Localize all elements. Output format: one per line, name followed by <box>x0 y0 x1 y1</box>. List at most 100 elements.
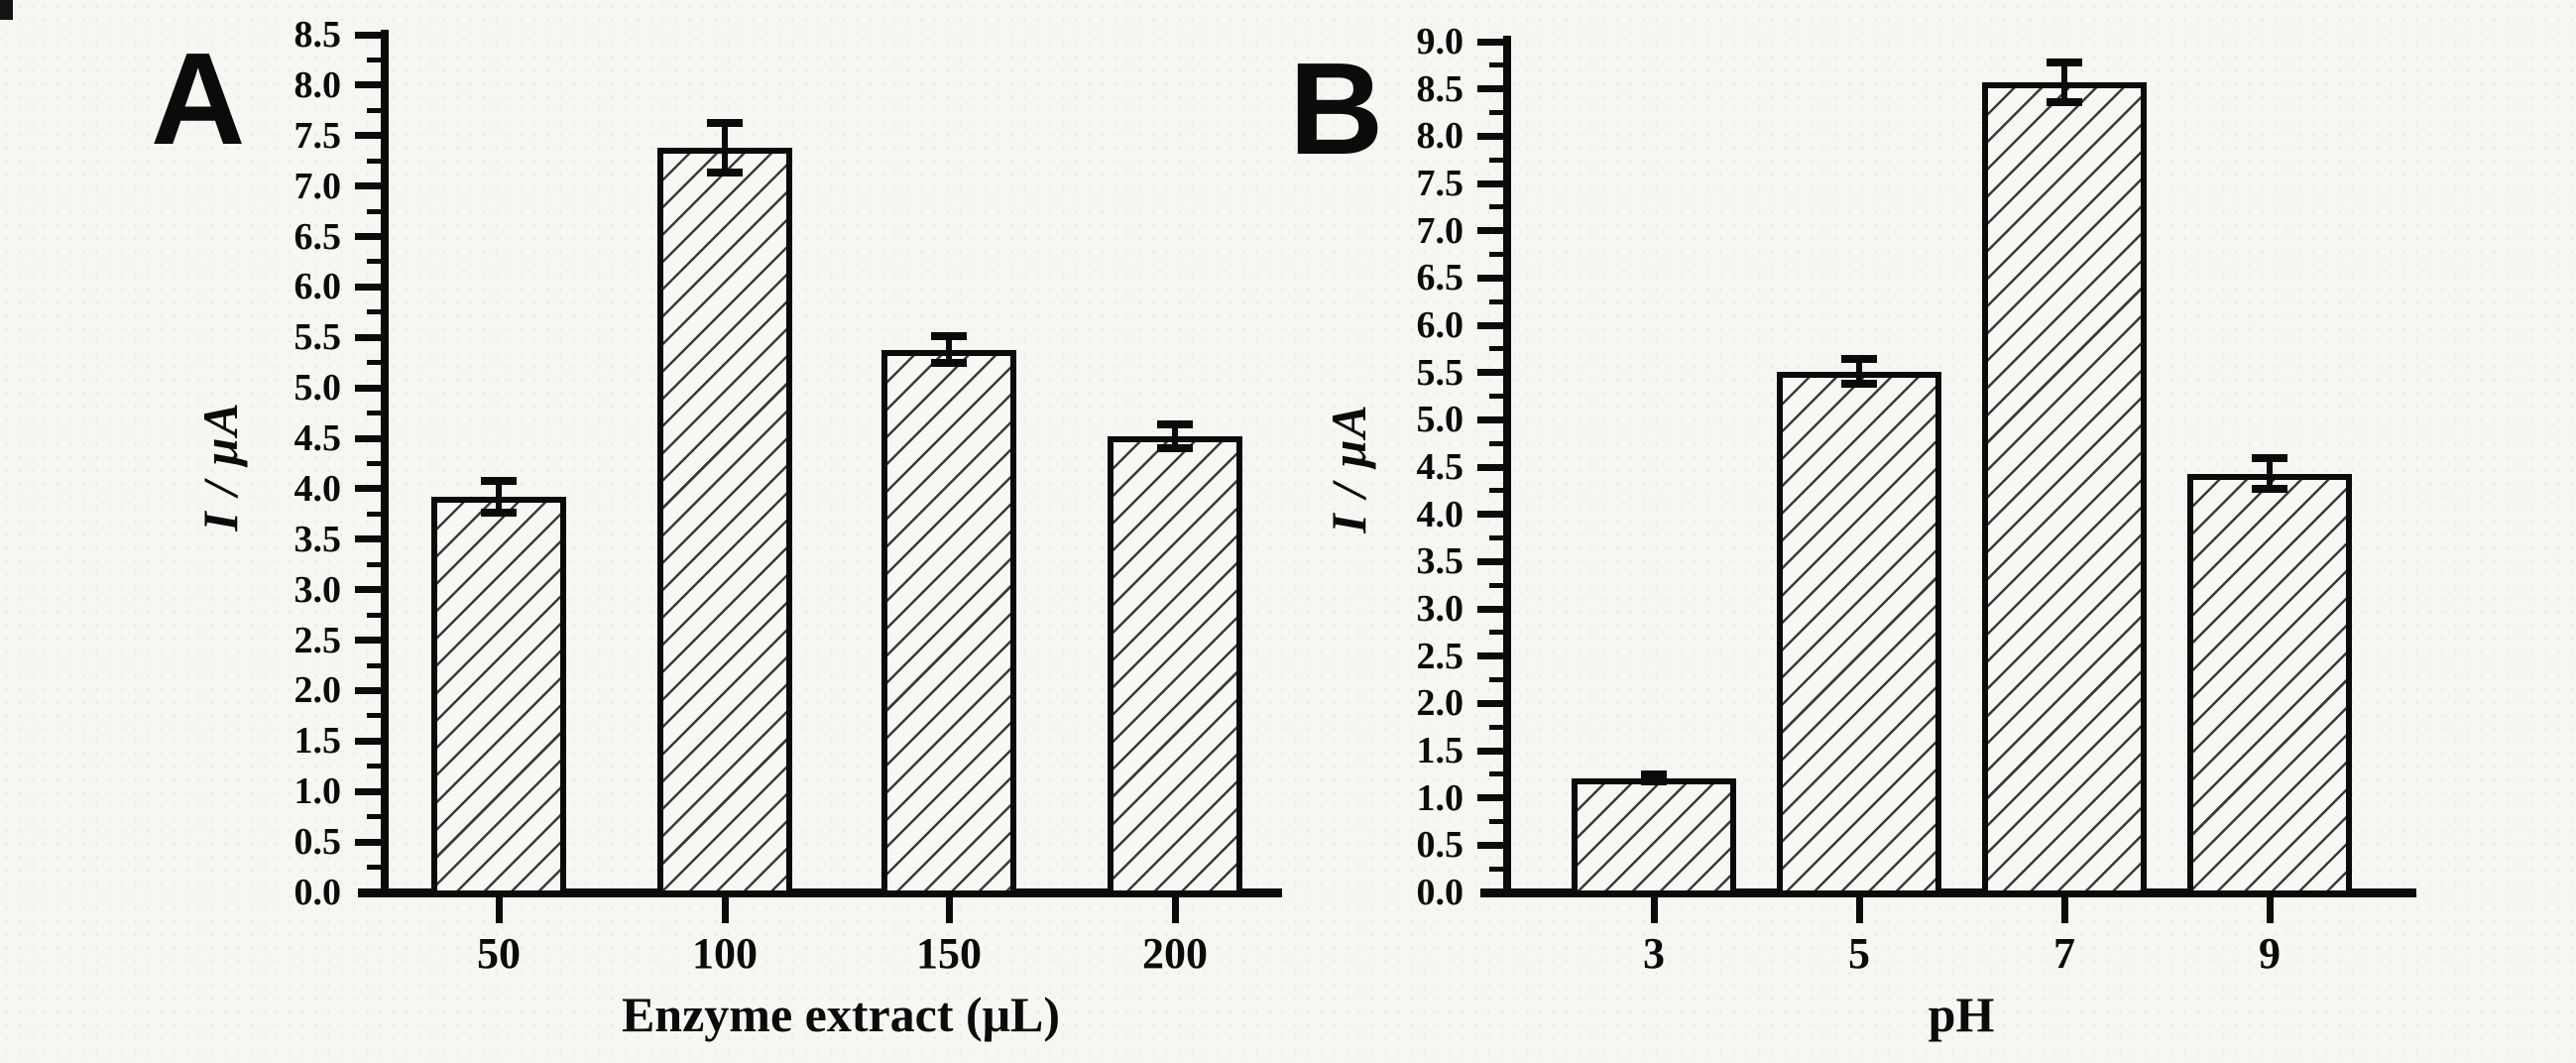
panel-a-x-tick-label: 100 <box>692 929 758 978</box>
panel-b-y-tick-label: 5.5 <box>1416 351 1464 394</box>
panel-a-y-tick-label: 8.5 <box>293 14 342 56</box>
panel-b-error-cap-top <box>1641 769 1667 778</box>
panel-a-error-cap-top <box>931 332 967 341</box>
panel-a-y-tick-label: 5.5 <box>293 316 342 359</box>
panel-a-y-major-tick <box>355 384 381 392</box>
panel-a-error-cap-top <box>481 476 517 485</box>
panel-b-error-bar <box>2061 61 2067 102</box>
panel-b-y-tick-label: 6.0 <box>1416 304 1464 346</box>
panel-a-y-axis-line <box>381 30 389 896</box>
panel-b-y-minor-tick <box>1489 157 1503 163</box>
panel-a-y-tick-label: 2.0 <box>293 669 342 712</box>
panel-b-y-axis-line <box>1503 36 1511 896</box>
panel-b-error-cap-top <box>1841 355 1877 364</box>
panel-b-y-tick-label: 3.5 <box>1416 540 1464 583</box>
panel-a-error-bar <box>722 122 728 174</box>
panel-a-y-tick-label: 3.5 <box>293 518 342 560</box>
panel-a-y-minor-tick <box>367 865 381 871</box>
panel-a-x-tick <box>496 897 503 923</box>
panel-b-y-tick-label: 7.0 <box>1416 209 1464 252</box>
panel-b-x-tick <box>1856 897 1863 923</box>
panel-b-y-major-tick <box>1477 747 1503 755</box>
panel-a-y-major-tick <box>355 81 381 89</box>
panel-a-y-minor-tick <box>367 158 381 164</box>
panel-b-y-minor-tick <box>1489 677 1503 682</box>
panel-b-y-tick-label: 4.0 <box>1416 493 1464 535</box>
panel-b-y-minor-tick <box>1489 298 1503 304</box>
panel-b-y-major-tick <box>1477 794 1503 802</box>
panel-a-y-minor-tick <box>367 360 381 366</box>
panel-a-y-tick-label: 1.0 <box>293 770 342 813</box>
panel-a-error-bar <box>946 336 952 363</box>
panel-a-y-tick-label: 0.5 <box>293 821 342 864</box>
panel-b-y-tick-label: 9.0 <box>1416 21 1464 62</box>
panel-b-x-axis-line <box>1480 888 2416 897</box>
panel-b-x-tick <box>1651 897 1658 923</box>
panel-b-y-minor-tick <box>1489 582 1503 588</box>
panel-a-y-minor-tick <box>367 309 381 315</box>
panel-b-y-minor-tick <box>1489 346 1503 352</box>
panel-b-y-tick-label: 7.5 <box>1416 163 1464 204</box>
panel-b-error-cap-top <box>2047 58 2082 66</box>
panel-a-bar-50 <box>431 497 566 896</box>
panel-a-y-major-tick <box>355 586 381 594</box>
panel-b-y-minor-tick <box>1489 771 1503 777</box>
panel-b-y-major-tick <box>1477 132 1503 140</box>
panel-a-y-tick-label: 5.0 <box>293 367 342 410</box>
panel-b-y-major-tick <box>1477 557 1503 565</box>
panel-a-y-major-tick <box>355 132 381 140</box>
panel-a-error-cap-bottom <box>931 358 967 367</box>
panel-b-y-major-tick <box>1477 463 1503 471</box>
panel-a-x-tick-label: 150 <box>916 929 982 978</box>
panel-b-y-major-tick <box>1477 85 1503 93</box>
panel-b-y-major-tick <box>1477 841 1503 849</box>
panel-a-error-bar <box>1172 423 1178 449</box>
panel-b-y-tick-label: 2.0 <box>1416 682 1464 725</box>
panel-a-x-tick <box>946 897 953 923</box>
panel-a-y-minor-tick <box>367 411 381 416</box>
panel-b-y-minor-tick <box>1489 630 1503 636</box>
panel-a-bar-150 <box>881 349 1016 896</box>
panel-b-bar-9 <box>2187 473 2352 896</box>
panel-a-error-cap-top <box>1157 419 1193 428</box>
panel-b-x-tick-label: 3 <box>1643 929 1665 978</box>
panel-b-y-major-tick <box>1477 605 1503 613</box>
panel-b-error-cap-bottom <box>1641 777 1667 786</box>
panel-b-y-tick-label: 3.0 <box>1416 588 1464 630</box>
panel-a-error-cap-top <box>707 118 743 127</box>
panel-a-y-minor-tick <box>367 57 381 62</box>
panel-a-y-minor-tick <box>367 713 381 719</box>
panel-a-y-major-tick <box>355 434 381 442</box>
panel-b-error-bar <box>1856 359 1862 385</box>
panel-b-y-minor-tick <box>1489 819 1503 824</box>
panel-b-y-minor-tick <box>1489 110 1503 115</box>
panel-a-y-major-tick <box>355 637 381 645</box>
panel-b-y-tick-label: 5.0 <box>1416 399 1464 441</box>
panel-a-y-major-tick <box>355 333 381 341</box>
panel-a-y-minor-tick <box>367 814 381 820</box>
panel-b-x-tick-label: 5 <box>1848 929 1870 978</box>
panel-b-y-minor-tick <box>1489 535 1503 540</box>
panel-a-y-minor-tick <box>367 561 381 567</box>
panel-a-y-tick-label: 4.0 <box>293 467 342 510</box>
panel-a-y-tick-label: 4.5 <box>293 417 342 460</box>
panel-a-y-tick-label: 7.0 <box>293 165 342 207</box>
panel-b-y-major-tick <box>1477 227 1503 235</box>
panel-a-y-tick-label: 0.0 <box>293 872 342 913</box>
panel-b-letter: B <box>1289 36 1384 181</box>
panel-a-bar-100 <box>657 147 792 896</box>
panel-a-y-minor-tick <box>367 259 381 265</box>
panel-a-bar-200 <box>1108 436 1242 896</box>
panel-b-error-cap-bottom <box>2252 484 2287 493</box>
panel-a-y-minor-tick <box>367 612 381 618</box>
panel-b-y-major-tick <box>1477 369 1503 377</box>
panel-a-y-major-tick <box>355 686 381 694</box>
panel-a-x-tick-label: 50 <box>477 929 521 978</box>
panel-b-bar-3 <box>1572 777 1736 896</box>
panel-b-error-cap-top <box>2252 454 2287 463</box>
panel-a-y-major-tick <box>355 535 381 543</box>
panel-a-y-major-tick <box>355 182 381 190</box>
panel-a-y-minor-tick <box>367 511 381 517</box>
panel-b-y-tick-label: 4.5 <box>1416 446 1464 488</box>
panel-a-y-minor-tick <box>367 461 381 466</box>
